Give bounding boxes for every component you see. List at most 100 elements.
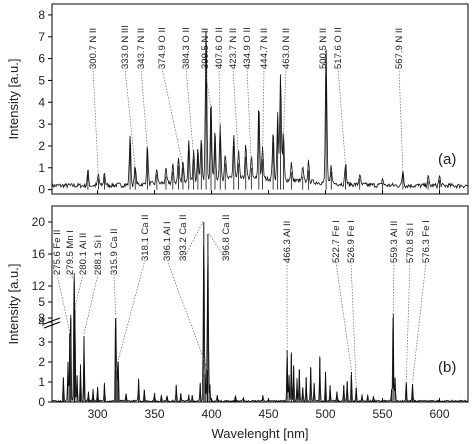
line-label: 288.1 Si I (93, 235, 104, 275)
axis-break-mark-line-2 (43, 321, 61, 329)
line-label: 396.8 Ca II (221, 215, 232, 261)
leader-line (140, 67, 148, 149)
line-label: 576.3 Fe I (421, 220, 432, 263)
y-tick-label: 2 (38, 355, 45, 369)
x-axis: 300 350 400 450 500 550 600 (88, 407, 450, 421)
panel-a-tag: (a) (438, 151, 456, 168)
line-label: 570.8 Si I (405, 223, 416, 263)
line-label: 434.9 O II (242, 27, 253, 69)
leader-line (335, 261, 352, 371)
y-tick-label: 8 (38, 311, 45, 325)
x-tick-label: 600 (429, 407, 449, 421)
leader-line (392, 261, 395, 317)
y-tick-label: 5 (38, 73, 45, 87)
leader-line (283, 67, 287, 140)
y-tick-label: 8 (38, 8, 45, 22)
panel-a-frame (51, 3, 469, 195)
leader-line (232, 67, 239, 162)
y-tick-label: 0 (38, 395, 45, 409)
leader-line (262, 67, 265, 158)
line-label: 559.3 Al II (389, 221, 400, 263)
x-tick-label: 300 (88, 407, 108, 421)
x-tick-label: 500 (316, 407, 336, 421)
y-tick-label: 5 (38, 295, 45, 309)
leader-line (350, 261, 357, 387)
line-label: 333.0 N III (120, 25, 131, 69)
leader-line (207, 231, 227, 261)
leader-line (218, 67, 221, 136)
panel-b-spectrum (51, 222, 469, 404)
panel-a-spectrum (51, 30, 469, 190)
y-tick-label: 7 (38, 30, 45, 44)
line-label: 393.2 Ca II (178, 215, 189, 261)
panel-b-line-labels: 275.6 Fe II 279.5 Mn I 280.1 Al II 288.1 Si… (52, 215, 432, 387)
spectrum-trace (51, 30, 469, 190)
y-tick-label: 1 (38, 375, 45, 389)
y-tick-label: 2 (38, 139, 45, 153)
y-tick-label: 16 (32, 247, 46, 261)
line-label: 517.6 O II (333, 27, 344, 69)
x-tick-label: 450 (259, 407, 279, 421)
line-label: 279.5 Mn I (65, 230, 76, 275)
y-tick-label: 3 (38, 335, 45, 349)
line-label: 567.9 N II (394, 28, 405, 69)
line-label: 275.6 Fe II (52, 230, 63, 275)
leader-line (74, 273, 84, 309)
leader-line (398, 67, 404, 173)
line-label: 384.3 O II (181, 27, 192, 69)
leader-line (56, 273, 71, 333)
panel-a-line-labels: 300.7 N II 333.0 N III 343.7 N II 374.9 O I… (88, 25, 405, 177)
leader-line (117, 259, 146, 361)
axis-break-mark-line-1 (43, 317, 61, 325)
leader-line (161, 67, 184, 166)
line-label: 444.7 N II (259, 28, 270, 69)
line-label: 315.9 Ca II (109, 229, 120, 275)
leader-line (166, 259, 208, 369)
panel-b-y-axis-title: Intensity [a.u.] (6, 264, 21, 345)
leader-line (412, 261, 427, 383)
leader-line (204, 67, 212, 110)
y-tick-label: 1 (38, 161, 45, 175)
y-tick-label: 6 (38, 52, 45, 66)
x-axis-title: Wavelenght [nm] (211, 426, 308, 441)
panel-a: 0 1 2 3 4 5 6 7 8 300.7 N II 333.0 N III 343.7 N I… (6, 3, 469, 197)
y-tick-label: 4 (38, 95, 45, 109)
line-label: 407.6 O II (214, 27, 225, 69)
line-label: 318.1 Ca II (140, 215, 151, 261)
y-tick-label: 0 (38, 183, 45, 197)
line-label: 399.5 N II (200, 28, 211, 69)
y-tick-label: 20 (32, 215, 46, 229)
y-tick-label: 3 (38, 117, 45, 131)
axis-break-mark (43, 317, 61, 329)
leader-line (185, 67, 195, 158)
y-tick-label: 4 (38, 315, 45, 329)
line-label: 423.7 N II (228, 28, 239, 69)
leader-line (113, 273, 117, 317)
panel-a-y-axis-title: Intensity [a.u.] (6, 59, 21, 140)
leader-line (405, 261, 411, 381)
line-label: 374.9 O II (157, 27, 168, 69)
leader-line (337, 67, 346, 166)
y-tick-label: 12 (32, 279, 46, 293)
line-label: 466.3 Al II (282, 221, 293, 263)
line-label: 280.1 Al II (78, 233, 89, 275)
line-label: 343.7 N II (136, 28, 147, 69)
panel-b-tag: (b) (438, 359, 456, 376)
line-label: 463.0 N II (281, 28, 292, 69)
spectrum-trace (51, 245, 469, 404)
panel-a-gridlines (97, 190, 441, 194)
leader-line (322, 52, 327, 69)
line-label: 526.9 Fe I (346, 220, 357, 263)
x-tick-label: 400 (202, 407, 222, 421)
leader-line (92, 67, 99, 177)
line-label: 522.7 Fe I (331, 220, 342, 263)
leader-line (83, 273, 99, 335)
line-label: 500.5 N II (318, 28, 329, 69)
line-label: 300.7 N II (88, 28, 99, 69)
leader-line (69, 273, 75, 281)
x-tick-label: 350 (145, 407, 165, 421)
leader-line (246, 67, 252, 166)
